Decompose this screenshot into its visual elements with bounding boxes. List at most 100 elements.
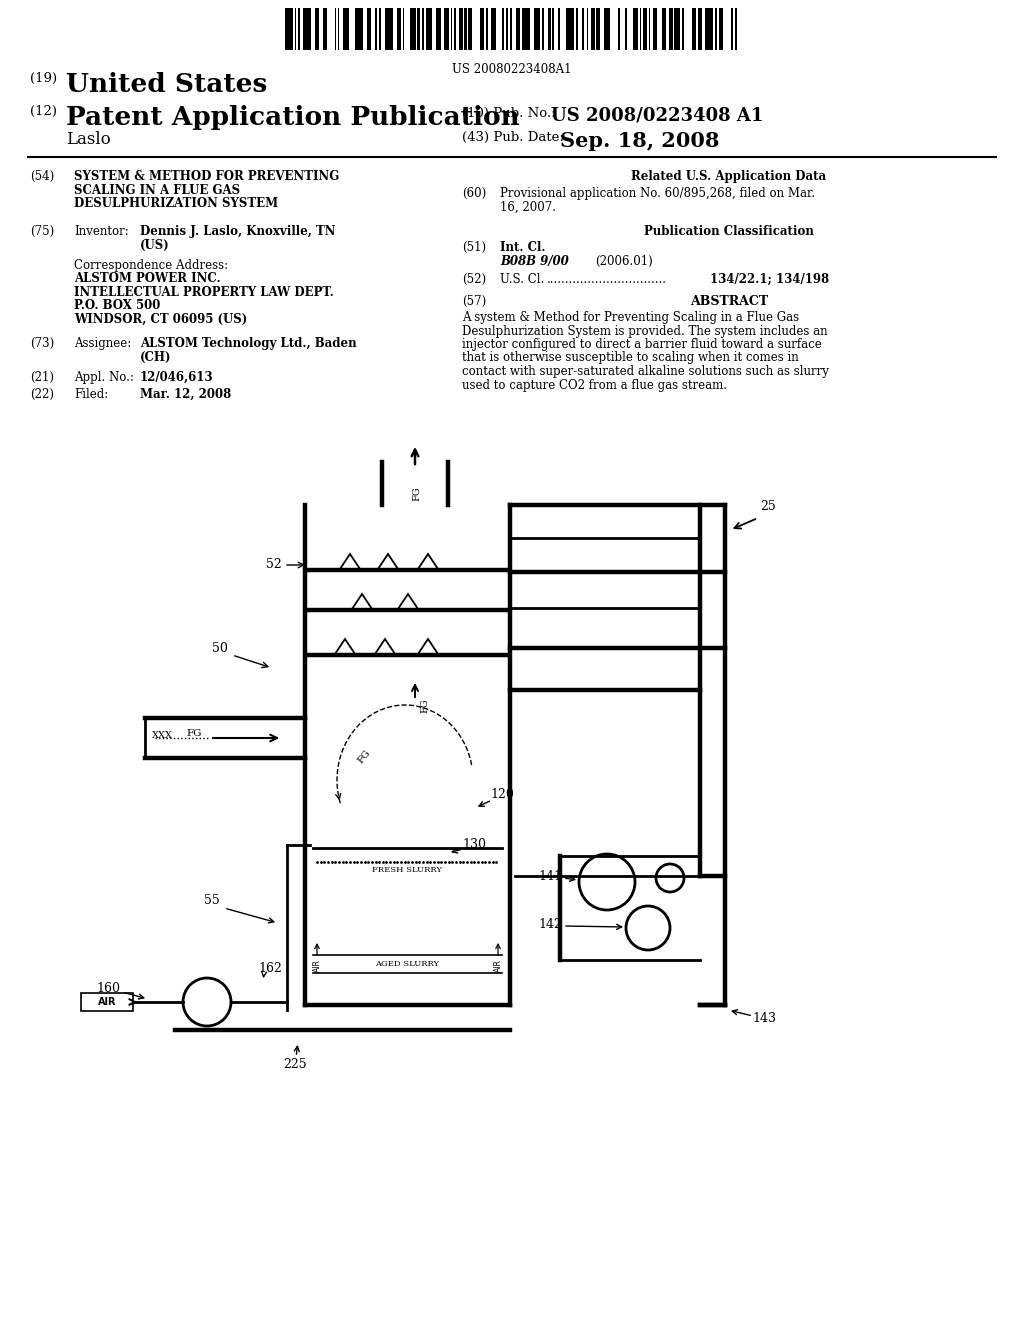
Text: Filed:: Filed: xyxy=(74,388,109,401)
Bar xyxy=(552,8,554,50)
Text: 142: 142 xyxy=(539,919,562,932)
Bar xyxy=(604,8,610,50)
Text: U.S. Cl.: U.S. Cl. xyxy=(500,273,544,286)
Text: 52: 52 xyxy=(266,558,282,572)
Text: XXX: XXX xyxy=(152,731,173,741)
Bar xyxy=(535,8,540,50)
Bar xyxy=(510,8,512,50)
Text: B08B 9/00: B08B 9/00 xyxy=(500,255,568,268)
Bar xyxy=(633,8,638,50)
Text: (52): (52) xyxy=(462,273,486,286)
Text: (57): (57) xyxy=(462,294,486,308)
Bar xyxy=(618,8,620,50)
Text: (US): (US) xyxy=(140,239,170,252)
Text: Patent Application Publication: Patent Application Publication xyxy=(66,106,520,129)
Text: SYSTEM & METHOD FOR PREVENTING: SYSTEM & METHOD FOR PREVENTING xyxy=(74,170,339,183)
Text: that is otherwise susceptible to scaling when it comes in: that is otherwise susceptible to scaling… xyxy=(462,351,799,364)
Text: P.O. BOX 500: P.O. BOX 500 xyxy=(74,300,161,312)
Text: 141: 141 xyxy=(538,870,562,883)
Text: INTELLECTUAL PROPERTY LAW DEPT.: INTELLECTUAL PROPERTY LAW DEPT. xyxy=(74,285,334,298)
Text: FG: FG xyxy=(356,748,372,766)
Bar xyxy=(506,8,508,50)
Text: (CH): (CH) xyxy=(140,351,171,363)
Bar xyxy=(335,8,336,50)
Bar xyxy=(285,8,293,50)
Text: Laslo: Laslo xyxy=(66,131,111,148)
Bar xyxy=(298,8,300,50)
Bar xyxy=(354,8,362,50)
Bar xyxy=(731,8,733,50)
Text: 225: 225 xyxy=(284,1059,307,1072)
Text: FG: FG xyxy=(420,698,429,713)
Bar xyxy=(640,8,641,50)
Bar xyxy=(669,8,673,50)
Text: 50: 50 xyxy=(212,642,228,655)
Bar xyxy=(338,8,339,50)
Bar xyxy=(402,8,404,50)
Text: (75): (75) xyxy=(30,224,54,238)
Bar xyxy=(652,8,656,50)
Bar xyxy=(490,8,497,50)
Bar xyxy=(682,8,684,50)
Text: AIR: AIR xyxy=(312,960,322,973)
Text: (43) Pub. Date:: (43) Pub. Date: xyxy=(462,131,564,144)
Bar xyxy=(459,8,463,50)
Text: ALSTOM Technology Ltd., Baden: ALSTOM Technology Ltd., Baden xyxy=(140,337,356,350)
Text: ................................: ................................ xyxy=(547,273,667,286)
Bar xyxy=(323,8,327,50)
Text: WINDSOR, CT 06095 (US): WINDSOR, CT 06095 (US) xyxy=(74,313,247,326)
Text: Desulphurization System is provided. The system includes an: Desulphurization System is provided. The… xyxy=(462,325,827,338)
Bar xyxy=(422,8,424,50)
Bar xyxy=(314,8,318,50)
Bar xyxy=(558,8,560,50)
Bar xyxy=(715,8,717,50)
Text: 143: 143 xyxy=(752,1011,776,1024)
Bar xyxy=(591,8,595,50)
Text: Related U.S. Application Data: Related U.S. Application Data xyxy=(632,170,826,183)
Text: (12): (12) xyxy=(30,106,57,117)
Bar xyxy=(566,8,574,50)
Bar xyxy=(719,8,723,50)
Text: (10) Pub. No.:: (10) Pub. No.: xyxy=(462,107,556,120)
Text: FRESH SLURRY: FRESH SLURRY xyxy=(373,866,442,874)
Bar xyxy=(626,8,627,50)
Bar xyxy=(379,8,381,50)
Bar xyxy=(698,8,702,50)
Bar xyxy=(410,8,416,50)
Text: 12/046,613: 12/046,613 xyxy=(140,371,214,384)
Text: 160: 160 xyxy=(96,982,120,994)
Bar xyxy=(692,8,695,50)
Bar xyxy=(480,8,484,50)
Text: Provisional application No. 60/895,268, filed on Mar.: Provisional application No. 60/895,268, … xyxy=(500,187,815,201)
Bar xyxy=(577,8,579,50)
Text: US 2008/0223408 A1: US 2008/0223408 A1 xyxy=(551,107,763,125)
Text: contact with super-saturated alkaline solutions such as slurry: contact with super-saturated alkaline so… xyxy=(462,366,828,378)
Text: AGED SLURRY: AGED SLURRY xyxy=(376,960,439,968)
Bar xyxy=(587,8,589,50)
Bar xyxy=(303,8,310,50)
Bar xyxy=(454,8,457,50)
Text: Dennis J. Laslo, Knoxville, TN: Dennis J. Laslo, Knoxville, TN xyxy=(140,224,336,238)
Text: injector configured to direct a barrier fluid toward a surface: injector configured to direct a barrier … xyxy=(462,338,821,351)
Bar xyxy=(582,8,585,50)
Text: 134/22.1; 134/198: 134/22.1; 134/198 xyxy=(710,273,829,286)
Text: SCALING IN A FLUE GAS: SCALING IN A FLUE GAS xyxy=(74,183,240,197)
Text: Mar. 12, 2008: Mar. 12, 2008 xyxy=(140,388,231,401)
Bar xyxy=(596,8,600,50)
Bar xyxy=(542,8,545,50)
Text: 162: 162 xyxy=(258,962,282,975)
Text: (51): (51) xyxy=(462,242,486,253)
Bar xyxy=(468,8,472,50)
Bar xyxy=(451,8,453,50)
Text: (73): (73) xyxy=(30,337,54,350)
Text: US 20080223408A1: US 20080223408A1 xyxy=(453,63,571,77)
Bar xyxy=(464,8,467,50)
Text: FG: FG xyxy=(413,487,422,502)
Bar xyxy=(516,8,519,50)
Text: (2006.01): (2006.01) xyxy=(595,255,652,268)
Bar xyxy=(367,8,371,50)
Text: (60): (60) xyxy=(462,187,486,201)
Bar xyxy=(486,8,488,50)
Text: 120: 120 xyxy=(490,788,514,801)
Text: AIR: AIR xyxy=(97,997,117,1007)
